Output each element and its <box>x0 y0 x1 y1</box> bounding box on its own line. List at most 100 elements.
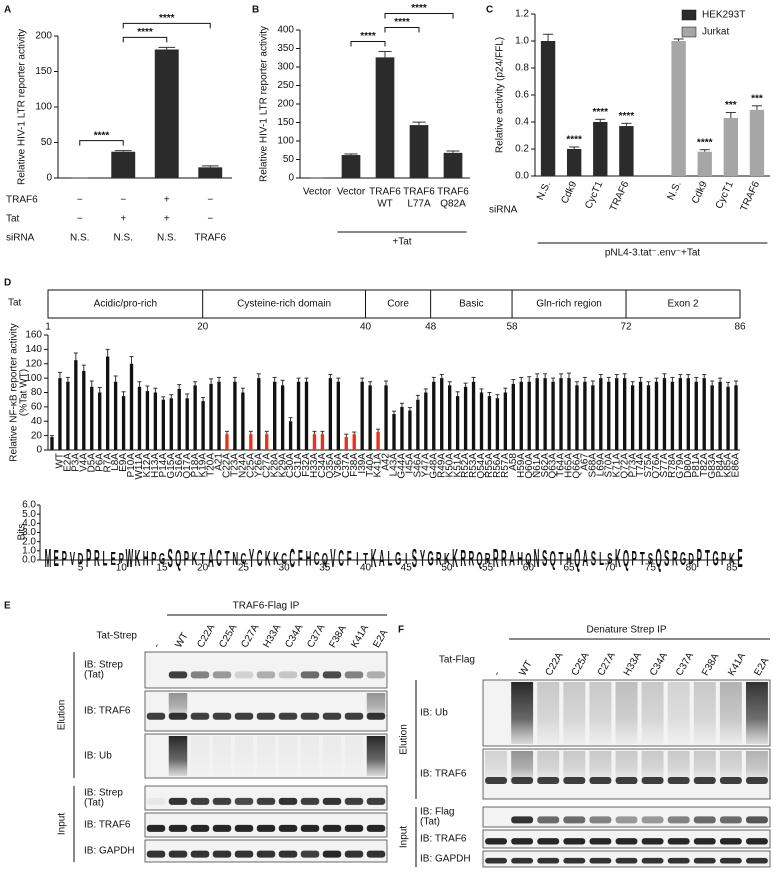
logo-letter: R <box>460 545 466 572</box>
x-tick-label: TRAF6 <box>437 187 469 198</box>
logo-letter: C <box>289 545 295 573</box>
section-label: Elution <box>399 724 410 755</box>
error-bar <box>384 380 389 386</box>
logo-letter: P <box>631 548 637 570</box>
blot-band <box>563 816 586 824</box>
bar <box>129 363 134 450</box>
error-bar <box>378 50 392 58</box>
blot-label: IB: TRAF6 <box>420 834 467 845</box>
error-bar <box>694 376 699 382</box>
logo-letter: S <box>664 545 669 572</box>
bar <box>154 49 179 178</box>
blot-band <box>719 816 742 824</box>
legend-label: HEK293T <box>702 10 745 21</box>
error-bar <box>673 38 684 41</box>
lane-label: C34A <box>283 622 305 649</box>
logo-x-tick-label: 5 <box>78 563 84 574</box>
blot-band <box>667 857 690 864</box>
row-value: N.S. <box>70 233 89 244</box>
error-bar <box>535 373 540 379</box>
x-tick-label: R55A <box>484 453 495 478</box>
logo-letter: R <box>436 549 442 570</box>
bar <box>328 378 333 450</box>
blot-smear <box>641 682 664 744</box>
error-bar <box>569 146 580 149</box>
y-axis-label: Relative HIV-1 LTR reporter activity <box>259 26 270 182</box>
error-bar <box>662 373 667 379</box>
blot-smear <box>667 682 690 744</box>
logo-letter: G <box>395 549 401 570</box>
x-tick-label: P18A <box>190 453 201 478</box>
x-tick-label: Y47A <box>420 453 431 478</box>
bar <box>503 392 508 450</box>
logo-letter: N <box>534 545 540 573</box>
blot-smear <box>563 682 586 744</box>
lane-label: WT <box>173 631 190 650</box>
x-tick-label: C30A <box>285 453 296 478</box>
lane-label: C22A <box>544 650 566 677</box>
y-tick-label: 100 <box>35 102 52 113</box>
logo-y-tick-label: 1.0 <box>22 545 36 556</box>
significance-label: **** <box>137 27 153 38</box>
row-value: + <box>164 195 170 206</box>
blot-band <box>234 712 254 720</box>
x-tick-label: P84A <box>715 453 726 478</box>
y-tick-label: 60 <box>31 402 43 413</box>
lane-label: K41A <box>726 651 748 678</box>
blot-band <box>589 777 612 784</box>
bar <box>551 381 555 450</box>
panel-label: C <box>486 5 493 16</box>
bar <box>352 434 356 450</box>
bar <box>344 437 348 450</box>
x-tick-label: Cdk9 <box>559 179 579 205</box>
blot-band <box>589 857 612 864</box>
error-bar <box>590 380 595 386</box>
x-tick-label: N.S. <box>535 180 553 202</box>
blot-band <box>366 671 386 679</box>
logo-letter: P <box>697 545 702 573</box>
blot-band <box>234 824 254 832</box>
row-value: TRAF6 <box>194 233 226 244</box>
error-bar <box>336 377 341 382</box>
bar <box>185 398 189 450</box>
logo-letter: Q <box>175 545 181 572</box>
x-tick-label: Vector <box>303 187 332 198</box>
error-bar <box>463 382 468 387</box>
logo-letter: Q <box>322 550 328 568</box>
bar <box>265 434 269 450</box>
blot-band <box>537 857 560 864</box>
bar <box>209 383 213 450</box>
x-tick-label: S46A <box>413 453 424 478</box>
significance-bracket <box>384 26 420 33</box>
row-label: siRNA <box>489 205 518 216</box>
blot-title: Denature Strep IP <box>586 625 666 636</box>
x-tick-label: G15A <box>166 453 177 479</box>
significance-label: **** <box>394 17 410 28</box>
blot-band <box>719 777 742 784</box>
logo-x-tick-label: 50 <box>441 563 453 574</box>
logo-letter: Q <box>550 548 556 570</box>
x-tick-label: Cdk9 <box>690 179 710 205</box>
logo-x-tick-label: 15 <box>156 563 168 574</box>
bar <box>360 381 364 450</box>
logo-y-tick-label: 5.0 <box>22 509 36 520</box>
error-bar <box>407 407 412 411</box>
blot-band <box>190 850 210 858</box>
logo-letter: S <box>648 550 653 568</box>
logo-y-tick-label: 4.0 <box>22 518 36 529</box>
error-bar <box>503 387 508 393</box>
blot-smear <box>641 751 664 781</box>
lane-header: Tat-Strep <box>96 631 137 642</box>
logo-letter: K <box>371 545 377 573</box>
error-bar <box>734 380 739 386</box>
bar <box>630 385 635 450</box>
logo-y-tick-label: 2.0 <box>22 536 36 547</box>
blot-label: (Tat) <box>420 817 440 828</box>
row-label: TRAF6 <box>6 195 38 206</box>
error-bar <box>670 376 675 382</box>
logo-letter: E <box>110 549 115 570</box>
x-tick-label: P3A <box>70 453 81 472</box>
bar <box>384 385 388 450</box>
blot-smear <box>511 751 534 781</box>
blot-label: IB: GAPDH <box>84 846 135 857</box>
